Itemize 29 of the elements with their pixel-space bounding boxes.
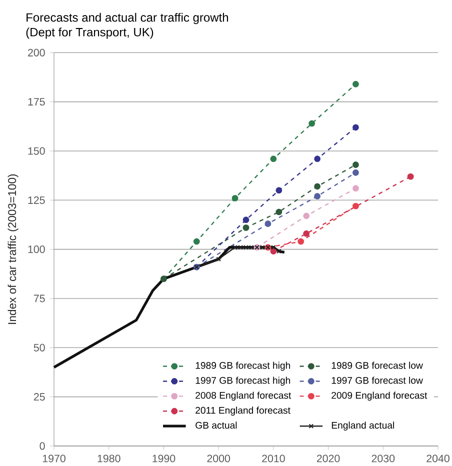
- x-tick-label: 2030: [372, 454, 395, 462]
- y-tick-label: 175: [28, 98, 45, 106]
- legend-label: 1997 GB forecast low: [332, 376, 423, 384]
- legend-label: 2008 England forecast: [196, 392, 292, 401]
- y-tick-label: 0: [40, 442, 45, 450]
- legend-label: 1989 GB forecast low: [332, 362, 423, 369]
- x-tick-label: 1980: [98, 454, 120, 462]
- legend-label: 2009 England forecast: [332, 392, 428, 401]
- chart-title: Forecasts and actual car traffic growth: [26, 12, 228, 24]
- legend-label: 2011 England forecast: [196, 406, 290, 416]
- y-tick-label: 75: [34, 294, 45, 302]
- x-tick-label: 2020: [316, 454, 340, 462]
- y-tick-label: 125: [28, 196, 45, 204]
- y-axis-title: Index of car traffic (2003=100): [8, 174, 18, 324]
- x-tick-label: 2000: [207, 454, 230, 462]
- y-tick-label: 150: [28, 147, 45, 155]
- y-tick-label: 50: [34, 344, 45, 352]
- y-tick-label: 100: [28, 246, 45, 254]
- x-tick-label: 2010: [262, 454, 285, 462]
- chart-subtitle: (Dept for Transport, UK): [26, 28, 154, 39]
- y-tick-label: 25: [34, 393, 45, 401]
- legend-label: 1997 GB forecast high: [196, 376, 290, 386]
- x-tick-label: 1990: [152, 454, 176, 462]
- x-tick-label: 2040: [426, 454, 450, 462]
- legend-label: 1989 GB forecast high: [196, 362, 290, 371]
- x-tick-label: 1970: [42, 454, 66, 462]
- legend-label: GB actual: [196, 422, 237, 429]
- y-tick-label: 200: [28, 48, 45, 56]
- legend-label: England actual: [332, 422, 394, 431]
